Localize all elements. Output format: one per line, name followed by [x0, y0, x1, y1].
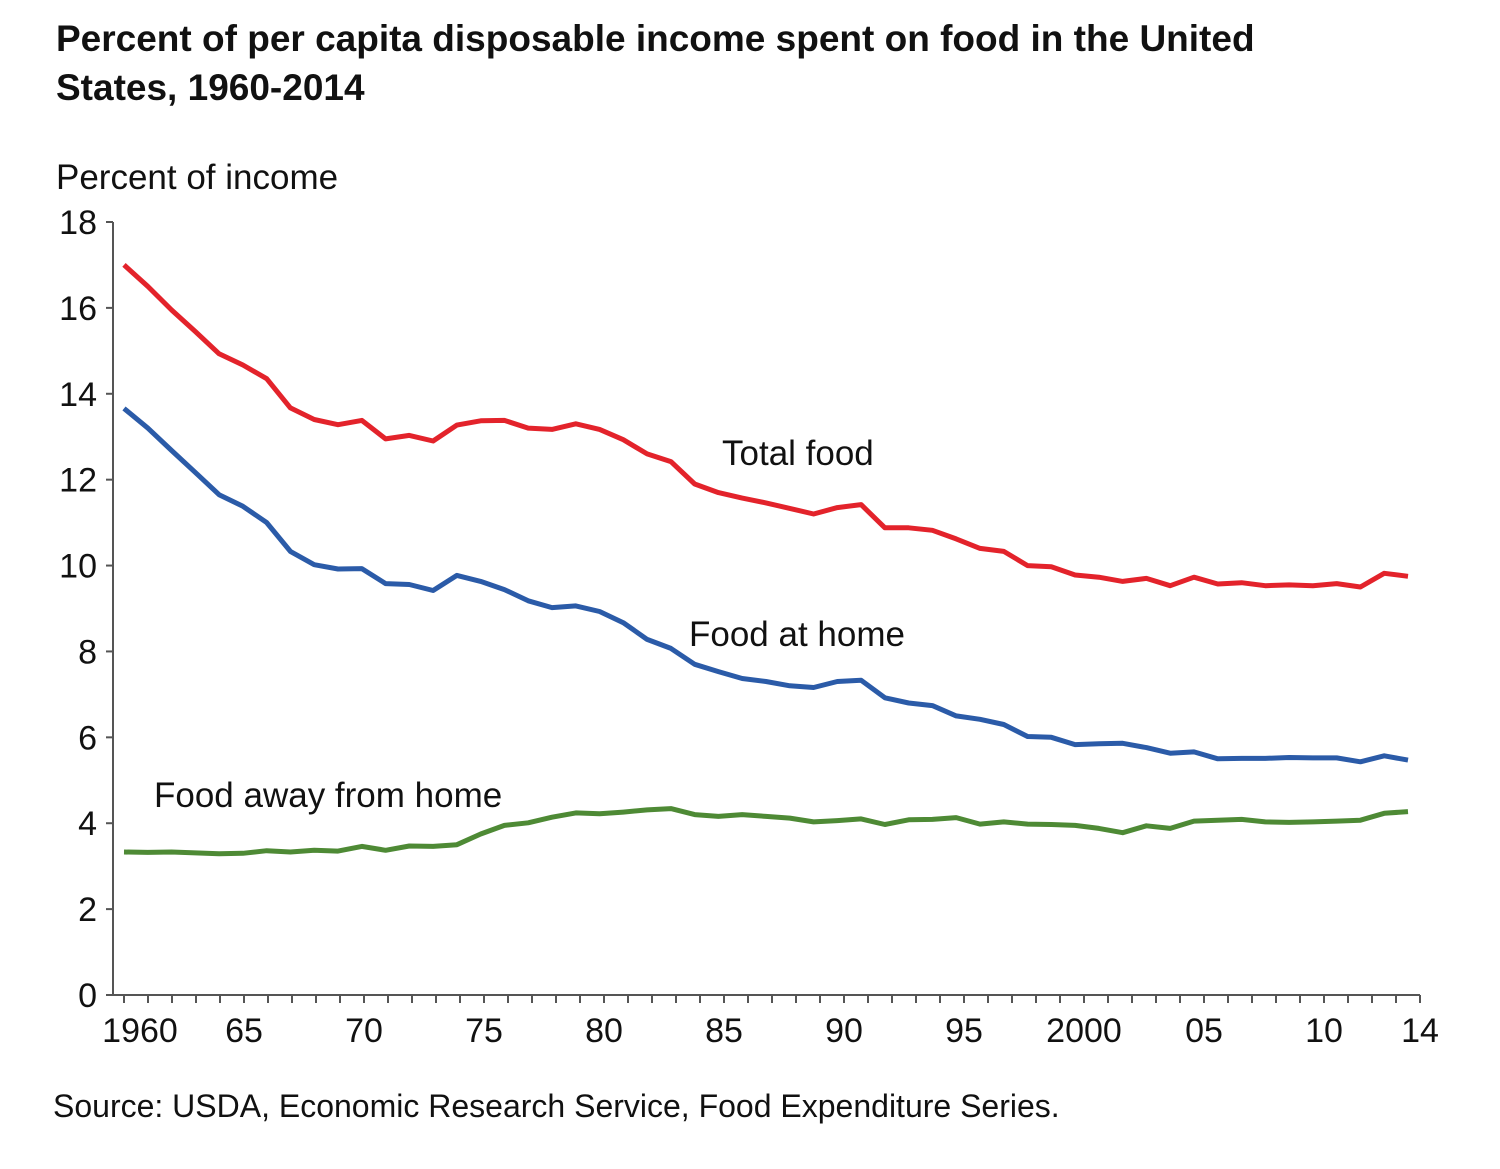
y-tick-label: 12 [59, 462, 97, 500]
x-tick-label: 75 [465, 1012, 503, 1050]
source-note: Source: USDA, Economic Research Service,… [53, 1088, 1060, 1124]
x-tick-label: 90 [825, 1012, 863, 1050]
x-tick-label: 65 [225, 1012, 263, 1050]
x-tick-label: 85 [705, 1012, 743, 1050]
y-tick-label: 18 [59, 204, 97, 242]
x-tick-label: 10 [1305, 1012, 1343, 1050]
series-label-total-food: Total food [722, 434, 874, 473]
x-tick-label: 14 [1401, 1012, 1439, 1050]
series-line-total-food [122, 263, 1409, 590]
y-tick-label: 6 [78, 719, 97, 757]
x-tick-label: 80 [585, 1012, 623, 1050]
y-axis-label: Percent of income [56, 158, 339, 197]
x-tick-label: 1960 [102, 1012, 178, 1050]
y-tick-label: 14 [59, 376, 97, 414]
y-tick-label: 0 [78, 977, 97, 1015]
x-tick-label: 2000 [1046, 1012, 1122, 1050]
y-tick-label: 16 [59, 290, 97, 328]
series-line-food-away-from-home [123, 806, 1409, 857]
x-tick-label: 70 [345, 1012, 383, 1050]
series-label-food-at-home: Food at home [689, 615, 905, 654]
chart-title: Percent of per capita disposable income … [56, 18, 1255, 108]
series-line-food-at-home [122, 406, 1409, 765]
x-tick-label: 95 [945, 1012, 983, 1050]
y-tick-label: 10 [59, 548, 97, 586]
y-tick-label: 4 [78, 805, 97, 843]
y-tick-label: 8 [78, 633, 97, 671]
x-tick-label: 05 [1185, 1012, 1223, 1050]
y-tick-label: 2 [78, 891, 97, 929]
series-label-food-away-from-home: Food away from home [154, 776, 502, 815]
